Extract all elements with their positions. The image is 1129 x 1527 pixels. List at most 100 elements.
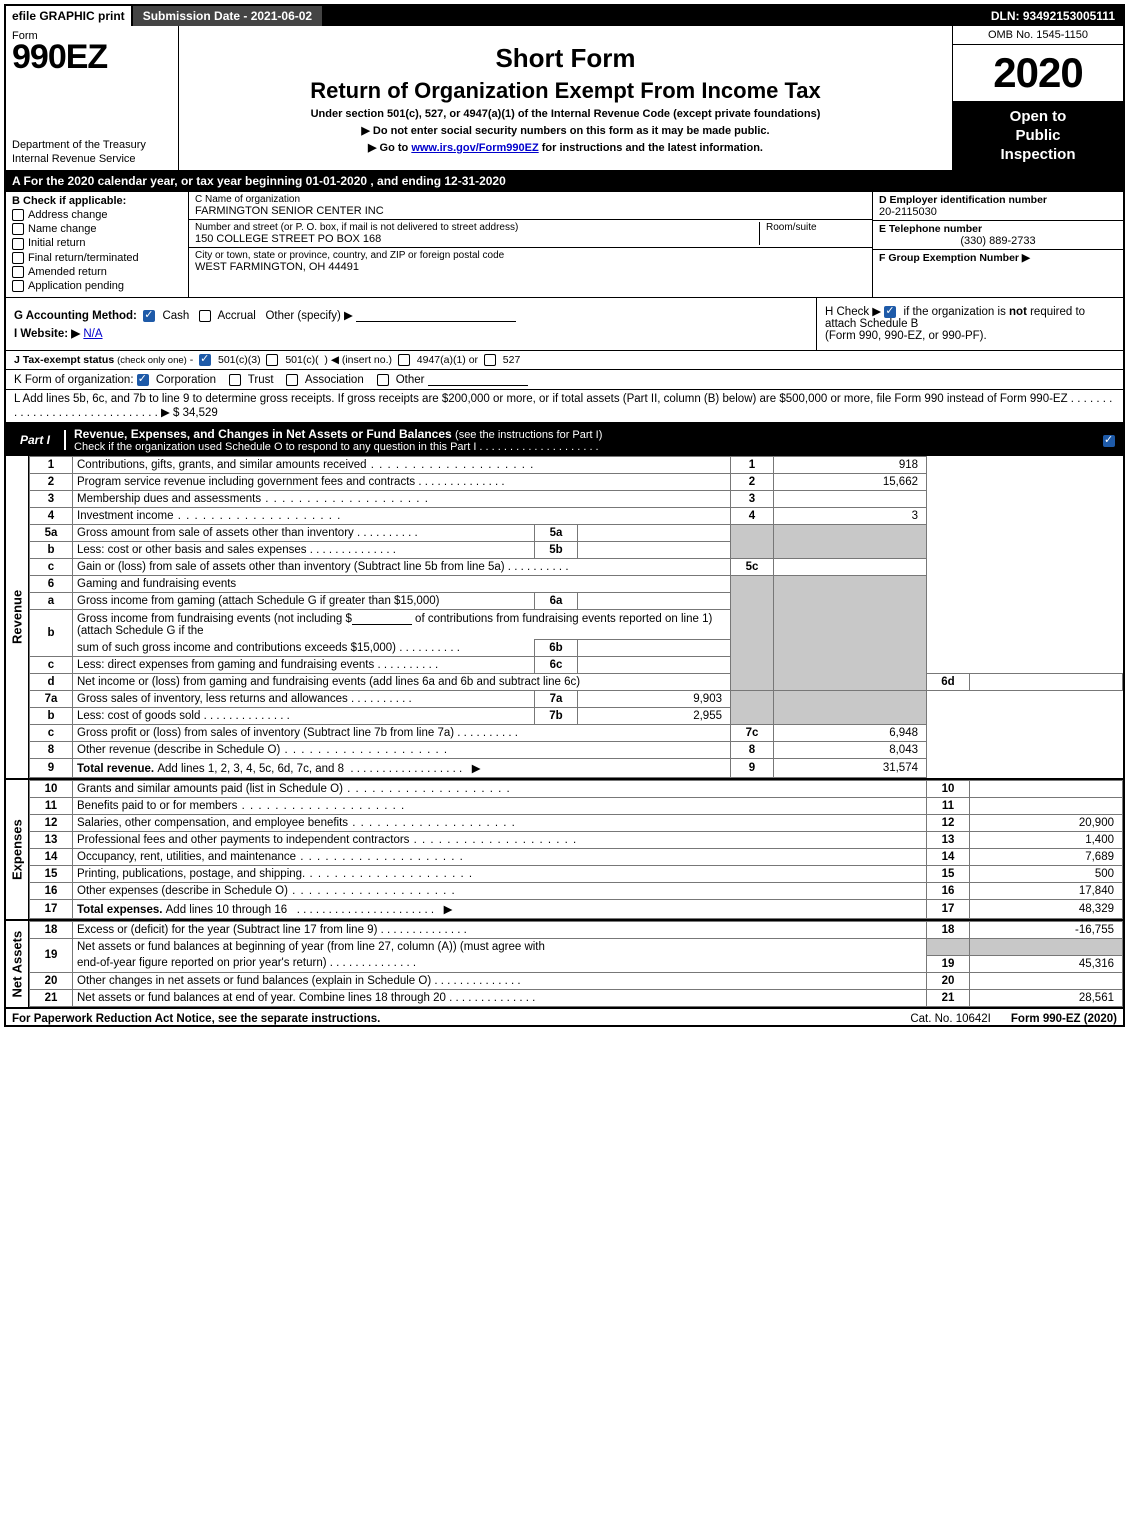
line-1: 1 Contributions, gifts, grants, and simi… <box>30 457 1123 474</box>
sub-val <box>578 525 731 542</box>
chk-final-return[interactable]: Final return/terminated <box>12 252 182 264</box>
right-val: 28,561 <box>970 989 1123 1006</box>
line-8: 8 Other revenue (describe in Schedule O)… <box>30 742 1123 759</box>
h-pre: H Check ▶ <box>825 306 884 318</box>
line-5c: c Gain or (loss) from sale of assets oth… <box>30 559 1123 576</box>
efile-print[interactable]: efile GRAPHIC print <box>6 6 133 26</box>
checkbox-icon[interactable] <box>199 310 211 322</box>
line-num: c <box>30 657 73 674</box>
line-7c: c Gross profit or (loss) from sales of i… <box>30 725 1123 742</box>
part-i-label: Part I <box>6 430 66 450</box>
shaded-cell <box>731 525 774 559</box>
accounting-method-row: G Accounting Method: Cash Accrual Other … <box>14 308 808 322</box>
line-5a: 5a Gross amount from sale of assets othe… <box>30 525 1123 542</box>
line-desc: Occupancy, rent, utilities, and maintena… <box>73 849 927 866</box>
fill[interactable] <box>352 612 412 625</box>
checkbox-icon[interactable] <box>199 354 211 366</box>
chk-address-change[interactable]: Address change <box>12 209 182 221</box>
checkbox-icon[interactable] <box>398 354 410 366</box>
checkbox-icon <box>1103 435 1115 447</box>
line-desc: sum of such gross income and contributio… <box>73 640 535 657</box>
line-desc: Professional fees and other payments to … <box>73 832 927 849</box>
ein-value: 20-2115030 <box>879 206 1117 218</box>
l6b-d3: sum of such gross income and contributio… <box>77 642 460 654</box>
k-other-fill[interactable] <box>428 373 528 386</box>
shaded-cell <box>927 939 970 956</box>
line-num: 20 <box>30 972 73 989</box>
website-value[interactable]: N/A <box>83 328 102 340</box>
line-19b: end-of-year figure reported on prior yea… <box>30 955 1123 972</box>
right-val <box>774 559 927 576</box>
line-desc: end-of-year figure reported on prior yea… <box>73 955 927 972</box>
chk-label: Final return/terminated <box>28 252 139 264</box>
checkbox-icon[interactable] <box>137 374 149 386</box>
line-desc: Total revenue. Total revenue. Add lines … <box>73 759 731 778</box>
part-i-title-sub: (see the instructions for Part I) <box>455 429 602 441</box>
checkbox-icon[interactable] <box>884 306 896 318</box>
vtab-net-assets: Net Assets <box>6 921 29 1007</box>
chk-name-change[interactable]: Name change <box>12 223 182 235</box>
line-7b: b Less: cost of goods sold 7b 2,955 <box>30 708 1123 725</box>
sub-val: 2,955 <box>578 708 731 725</box>
line-19a: 19 Net assets or fund balances at beginn… <box>30 939 1123 956</box>
chk-initial-return[interactable]: Initial return <box>12 237 182 249</box>
checkbox-icon[interactable] <box>229 374 241 386</box>
line-num: 12 <box>30 815 73 832</box>
department-lines: Department of the Treasury Internal Reve… <box>12 139 172 167</box>
sub-val <box>578 657 731 674</box>
section-ghi: G Accounting Method: Cash Accrual Other … <box>6 298 1123 351</box>
vlabel-revenue: Revenue <box>6 456 28 778</box>
chk-amended-return[interactable]: Amended return <box>12 266 182 278</box>
sub-val <box>578 593 731 610</box>
phone-label: E Telephone number <box>879 223 1117 235</box>
section-b-block: B Check if applicable: Address change Na… <box>6 192 1123 298</box>
right-num: 15 <box>927 866 970 883</box>
footer-right: Form 990-EZ (2020) <box>1011 1013 1117 1025</box>
open-line1: Open to <box>955 108 1121 127</box>
right-num: 18 <box>927 922 970 939</box>
line-num: 8 <box>30 742 73 759</box>
chk-application-pending[interactable]: Application pending <box>12 280 182 292</box>
line-desc: Less: cost or other basis and sales expe… <box>73 542 535 559</box>
goto-line: ▶ Go to www.irs.gov/Form990EZ for instru… <box>187 141 944 154</box>
line-desc: Contributions, gifts, grants, and simila… <box>73 457 731 474</box>
expenses-block: Expenses 10 Grants and similar amounts p… <box>6 778 1123 919</box>
row-k-org-form: K Form of organization: Corporation Trus… <box>6 370 1123 390</box>
sub-num: 5a <box>535 525 578 542</box>
other-fill[interactable] <box>356 309 516 322</box>
dept-treasury: Department of the Treasury <box>12 139 172 153</box>
footer-post: (2020) <box>1081 1013 1117 1025</box>
line-11: 11 Benefits paid to or for members 11 <box>30 798 1123 815</box>
right-num: 13 <box>927 832 970 849</box>
irs-link[interactable]: www.irs.gov/Form990EZ <box>411 142 538 154</box>
line-7a: 7a Gross sales of inventory, less return… <box>30 691 1123 708</box>
line-desc: Gaming and fundraising events <box>73 576 731 593</box>
line-desc: Program service revenue including govern… <box>73 474 731 491</box>
line-6d: d Net income or (loss) from gaming and f… <box>30 674 1123 691</box>
right-val: 8,043 <box>774 742 927 759</box>
line-13: 13 Professional fees and other payments … <box>30 832 1123 849</box>
line-10: 10 Grants and similar amounts paid (list… <box>30 781 1123 798</box>
k-pre: K Form of organization: <box>14 374 137 386</box>
right-val: 500 <box>970 866 1123 883</box>
checkbox-icon[interactable] <box>377 374 389 386</box>
dept-irs: Internal Revenue Service <box>12 153 172 167</box>
right-num: 12 <box>927 815 970 832</box>
footer-left: For Paperwork Reduction Act Notice, see … <box>12 1013 890 1025</box>
line-desc: Gain or (loss) from sale of assets other… <box>73 559 731 576</box>
right-val <box>970 972 1123 989</box>
checkbox-icon[interactable] <box>484 354 496 366</box>
line-num: 16 <box>30 883 73 900</box>
address-row: Number and street (or P. O. box, if mail… <box>189 220 872 248</box>
line-desc: Less: cost of goods sold <box>73 708 535 725</box>
checkbox-icon[interactable] <box>266 354 278 366</box>
part-i-checkbox[interactable] <box>1099 433 1123 447</box>
footer-pre: Form <box>1011 1013 1043 1025</box>
checkbox-icon[interactable] <box>286 374 298 386</box>
section-b-heading: B Check if applicable: <box>12 195 182 207</box>
address-value: 150 COLLEGE STREET PO BOX 168 <box>195 233 753 245</box>
checkbox-icon[interactable] <box>143 310 155 322</box>
line-desc: Total expenses. Add lines 10 through 16 … <box>73 900 927 919</box>
line-6b-2: sum of such gross income and contributio… <box>30 640 1123 657</box>
line-num: 10 <box>30 781 73 798</box>
